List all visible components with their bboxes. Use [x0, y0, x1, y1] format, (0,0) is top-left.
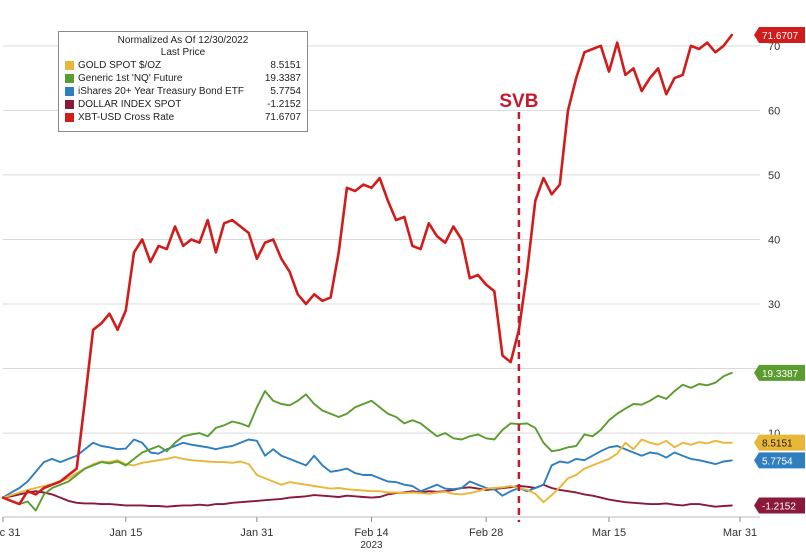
last-value-badge-0: 8.5151 — [754, 434, 805, 451]
series-line-4 — [1, 33, 734, 506]
badge-value: 5.7754 — [762, 456, 793, 467]
series-line-0 — [2, 438, 733, 504]
x-axis-label: 2023 — [360, 540, 383, 550]
y-tick-label: 30 — [768, 299, 780, 311]
legend-swatch — [65, 61, 74, 70]
badge-shape — [754, 27, 805, 44]
legend-value: 8.5151 — [270, 60, 301, 71]
badge-shape — [754, 434, 805, 451]
x-tick-label: Feb 14 — [354, 527, 388, 539]
legend-label: DOLLAR INDEX SPOT — [78, 99, 182, 110]
x-tick-label: Mar 15 — [592, 527, 626, 539]
legend-label: XBT-USD Cross Rate — [78, 112, 175, 123]
legend-item-1: Generic 1st 'NQ' Future 19.3387 — [65, 72, 301, 85]
legend-swatch — [65, 87, 74, 96]
legend-item-0: GOLD SPOT $/OZ 8.5151 — [65, 59, 301, 72]
legend-swatch — [65, 74, 74, 83]
badge-value: 71.6707 — [762, 31, 799, 42]
y-tick-label: 70 — [768, 41, 780, 53]
legend-item-3: DOLLAR INDEX SPOT -1.2152 — [65, 98, 301, 111]
badge-shape — [754, 497, 805, 514]
legend-value: 19.3387 — [264, 73, 301, 84]
x-tick-label: Feb 28 — [469, 527, 503, 539]
series-line-3 — [2, 483, 733, 508]
legend-value: 71.6707 — [264, 112, 301, 123]
badge-shape — [754, 452, 805, 469]
svb-annotation-label: SVB — [499, 91, 538, 112]
legend-label: Generic 1st 'NQ' Future — [78, 73, 183, 84]
legend-subtitle: Last Price — [160, 47, 206, 58]
y-tick-label: 40 — [768, 234, 780, 246]
legend-swatch — [65, 113, 74, 122]
last-value-badge-4: 71.6707 — [754, 27, 805, 44]
last-value-badge-3: -1.2152 — [754, 497, 805, 514]
legend-box: Normalized As Of 12/30/2022 Last Price G… — [58, 31, 308, 132]
x-tick-label: Jan 15 — [109, 527, 142, 539]
series-line-2 — [2, 438, 733, 499]
last-value-badge-2: 5.7754 — [754, 452, 805, 469]
legend-value: -1.2152 — [267, 99, 301, 110]
last-value-badge-1: 19.3387 — [754, 364, 805, 381]
x-tick-label: Dec 31 — [0, 527, 20, 539]
y-tick-label: 60 — [768, 105, 780, 117]
badge-value: -1.2152 — [762, 501, 796, 512]
legend-item-2: iShares 20+ Year Treasury Bond ETF 5.7754 — [65, 85, 301, 98]
legend-swatch — [65, 100, 74, 109]
legend-label: GOLD SPOT $/OZ — [78, 60, 162, 71]
badge-value: 8.5151 — [762, 439, 793, 450]
badge-value: 19.3387 — [762, 369, 799, 380]
x-tick-label: Jan 31 — [240, 527, 273, 539]
x-tick-label: Mar 31 — [723, 527, 757, 539]
badge-shape — [754, 364, 805, 381]
series-line-1 — [2, 371, 733, 512]
legend-item-4: XBT-USD Cross Rate 71.6707 — [65, 111, 301, 124]
y-tick-label: 50 — [768, 170, 780, 182]
legend-label: iShares 20+ Year Treasury Bond ETF — [78, 86, 244, 97]
legend-value: 5.7754 — [270, 86, 301, 97]
legend-title: Normalized As Of 12/30/2022 — [117, 35, 249, 46]
